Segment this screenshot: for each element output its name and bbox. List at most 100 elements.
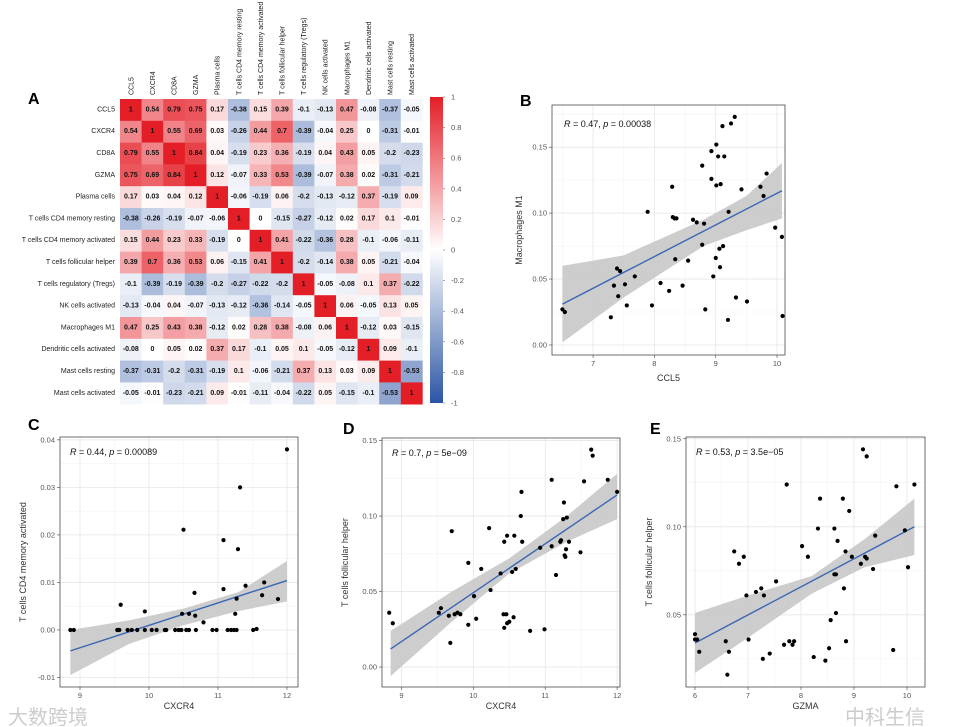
data-point xyxy=(694,220,699,225)
data-point xyxy=(186,627,192,633)
cell-value: -0.19 xyxy=(166,215,182,222)
y-tick-label: 0.00 xyxy=(362,663,377,672)
cell-value: 0.54 xyxy=(146,106,160,113)
correlation-stat: R = 0.44, p = 0.00089 xyxy=(70,447,157,457)
cell-value: 0.28 xyxy=(254,324,268,331)
heatmap-cell xyxy=(271,317,294,340)
data-point xyxy=(511,615,516,620)
cell-value: 0.43 xyxy=(167,324,181,331)
heatmap-cell xyxy=(206,338,229,361)
data-point xyxy=(667,288,672,294)
data-point xyxy=(711,274,716,279)
heatmap-cell xyxy=(120,142,142,165)
data-point xyxy=(912,482,917,487)
watermark-right: 中科生信 xyxy=(845,706,925,727)
cell-value: -0.12 xyxy=(339,194,355,201)
cell-value: -0.05 xyxy=(296,303,312,310)
data-point xyxy=(670,184,675,189)
cell-value: 0.54 xyxy=(124,128,138,135)
column-label: Mast cells resting xyxy=(388,41,395,95)
data-point xyxy=(449,529,454,534)
heatmap-cell xyxy=(206,295,229,318)
heatmap-cell xyxy=(292,360,315,383)
cell-value: 0.37 xyxy=(297,368,311,375)
data-point xyxy=(700,163,705,168)
cell-value: 0 xyxy=(237,237,241,244)
heatmap-cell xyxy=(314,295,337,318)
data-point xyxy=(784,482,789,487)
cell-value: -0.12 xyxy=(231,303,247,310)
cell-value: -0.07 xyxy=(317,172,333,179)
data-point xyxy=(761,593,767,598)
heatmap-cell xyxy=(141,251,164,274)
heatmap-cell xyxy=(120,251,142,274)
heatmap-cell xyxy=(206,208,229,231)
heatmap-cell xyxy=(336,295,358,318)
data-point xyxy=(891,647,896,653)
cell-value: 0 xyxy=(366,128,370,135)
data-point xyxy=(234,596,239,601)
y-tick-label: 0.03 xyxy=(40,483,55,492)
data-point xyxy=(843,639,849,644)
data-point xyxy=(870,566,876,572)
data-point xyxy=(225,627,230,633)
stat-part: = 0.00038 xyxy=(608,119,651,129)
heatmap-cell xyxy=(206,229,229,252)
cell-value: 0.39 xyxy=(275,106,289,113)
cell-value: 0.84 xyxy=(167,172,181,179)
data-point xyxy=(732,549,737,554)
heatmap-cell xyxy=(249,295,272,318)
x-tick-label: 11 xyxy=(214,691,222,700)
heatmap-cell xyxy=(336,338,358,361)
heatmap-cell xyxy=(271,99,294,122)
heatmap-cell xyxy=(271,338,294,361)
cell-value: 1 xyxy=(410,390,414,397)
cell-value: 0.47 xyxy=(340,106,354,113)
data-point xyxy=(697,649,702,654)
colorbar-tick-label: 0.4 xyxy=(451,184,461,193)
data-point xyxy=(790,642,795,647)
data-point xyxy=(732,114,737,119)
cell-value: 0.04 xyxy=(167,194,181,201)
cell-value: 0.44 xyxy=(146,237,160,244)
x-tick-label: 8 xyxy=(652,359,656,368)
cell-value: -0.07 xyxy=(188,215,204,222)
y-axis-label: Macrophages M1 xyxy=(514,195,524,265)
cell-value: -0.2 xyxy=(276,281,288,288)
cell-value: 0.15 xyxy=(254,106,268,113)
data-point xyxy=(164,627,169,633)
heatmap-cell xyxy=(184,273,207,296)
heatmap-cell xyxy=(206,142,229,165)
cell-value: 1 xyxy=(129,106,133,113)
heatmap-cell xyxy=(400,186,423,209)
cell-value: 0.23 xyxy=(167,237,181,244)
cell-value: 0.02 xyxy=(189,346,203,353)
data-point xyxy=(135,627,140,633)
heatmap-cell xyxy=(336,186,358,209)
data-point xyxy=(617,269,623,274)
y-tick-label: -0.01 xyxy=(38,673,55,682)
heatmap-cell xyxy=(228,360,250,383)
cell-value: -0.04 xyxy=(404,259,420,266)
regression-line xyxy=(390,494,618,650)
data-point xyxy=(658,280,663,286)
heatmap-cell xyxy=(163,208,186,231)
cell-value: -0.53 xyxy=(404,368,420,375)
data-point xyxy=(744,299,750,304)
data-point xyxy=(674,216,679,221)
heatmap-cell xyxy=(379,382,402,405)
x-tick-label: 12 xyxy=(613,691,621,700)
cell-value: 0.1 xyxy=(364,281,374,288)
heatmap-cell xyxy=(292,317,315,340)
data-point xyxy=(720,123,725,129)
heatmap-cell xyxy=(400,360,423,383)
cell-value: 0.17 xyxy=(362,215,376,222)
cell-value: 0.53 xyxy=(189,259,203,266)
data-point xyxy=(142,609,147,614)
heatmap-cell xyxy=(228,338,250,361)
cell-value: 1 xyxy=(215,194,219,201)
heatmap-cell xyxy=(163,229,186,252)
data-point xyxy=(233,611,238,616)
cell-value: 0.03 xyxy=(340,368,354,375)
heatmap-cell xyxy=(271,382,294,405)
